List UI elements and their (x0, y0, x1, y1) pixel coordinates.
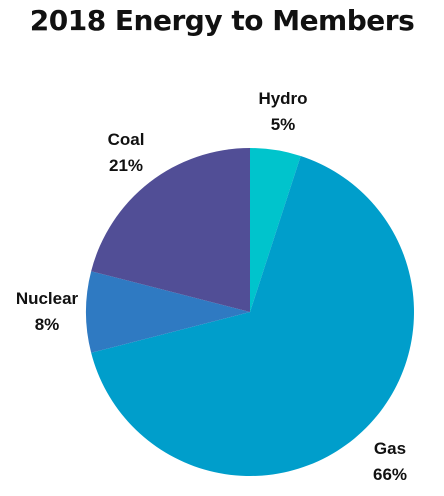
pie-slice-nuclear (85, 271, 250, 353)
pie-slice-coal (91, 148, 251, 312)
slice-label-coal: Coal (108, 130, 145, 149)
pie-slice-gas (91, 156, 414, 477)
slice-label-nuclear: Nuclear (16, 289, 79, 308)
slice-label-gas: Gas (374, 439, 406, 458)
pie-labels: Hydro 5% Gas 66% Nuclear 8% Coal 21% (16, 89, 407, 484)
slice-value-gas: 66% (373, 465, 407, 484)
slice-value-coal: 21% (109, 156, 143, 175)
chart-title: 2018 Energy to Members (29, 4, 415, 37)
slice-value-nuclear: 8% (35, 315, 60, 334)
slice-label-hydro: Hydro (258, 89, 307, 108)
pie-slice-hydro (250, 148, 301, 312)
slice-value-hydro: 5% (271, 115, 296, 134)
pie-slices (85, 148, 414, 477)
